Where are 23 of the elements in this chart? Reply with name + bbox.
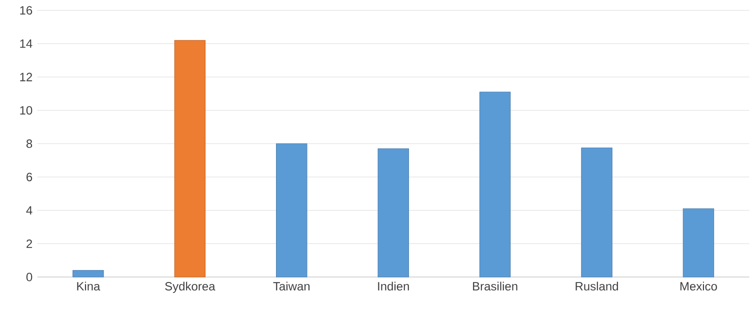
x-tick-label: Kina (77, 282, 100, 291)
y-tick-label: 2 (26, 239, 32, 248)
bar (479, 92, 511, 278)
bar (174, 40, 206, 278)
y-tick-label: 14 (20, 40, 32, 48)
x-tick-label: Rusland (576, 282, 618, 291)
bar (581, 148, 612, 278)
bar (378, 148, 409, 278)
x-tick-label: Brasilien (473, 282, 518, 291)
bar (72, 270, 104, 278)
x-tick-label: Taiwan (273, 282, 310, 291)
y-tick-label: 12 (20, 72, 32, 82)
x-tick-label: Sydkorea (165, 282, 216, 293)
x-tick-label: Mexico (680, 282, 717, 291)
y-tick-label: 16 (20, 6, 32, 15)
y-tick-label: 10 (20, 106, 32, 115)
y-tick-label: 0 (26, 272, 32, 282)
y-tick-label: 8 (26, 139, 32, 148)
x-tick-label: Indien (378, 282, 409, 291)
bar (682, 208, 714, 278)
bar (276, 143, 308, 278)
y-tick-label: 6 (26, 172, 32, 182)
y-tick-label: 4 (26, 206, 32, 214)
